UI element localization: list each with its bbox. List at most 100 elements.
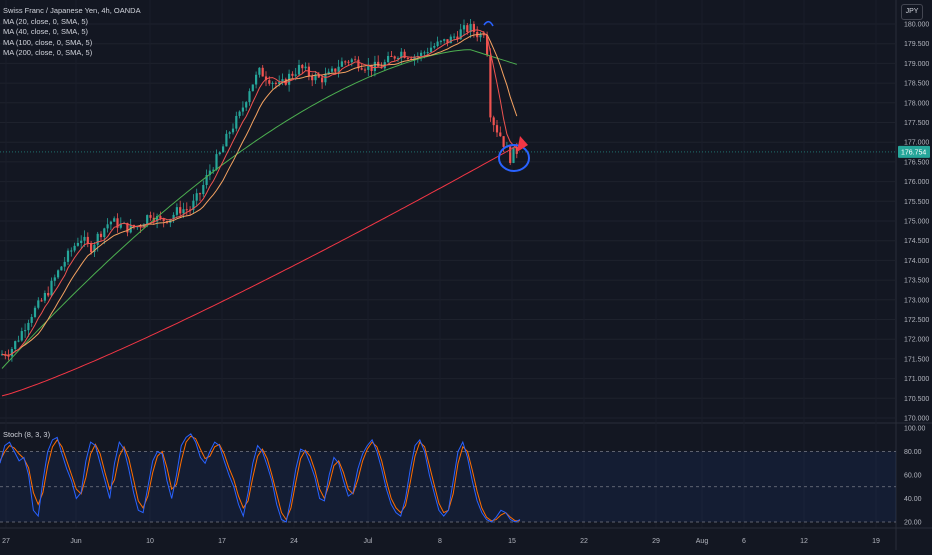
price-tick-label: 173.000 (904, 297, 929, 304)
price-axis[interactable]: 180.000 179.500 179.000 178.500 178.000 177.5… (904, 22, 929, 423)
candle-body (24, 330, 27, 332)
red-flag-annotation (517, 136, 528, 152)
time-axis[interactable]: 27 Jun 10 17 24 Jul 8 15 22 29 Aug 6 12 19 (2, 538, 880, 545)
candle-body (238, 111, 241, 116)
candle-body (321, 77, 324, 83)
candle-body (228, 132, 231, 134)
candle-body (509, 146, 512, 163)
candle-body (57, 270, 60, 278)
stoch-tick-label: 100.00 (904, 426, 926, 433)
candle-body (360, 68, 363, 70)
ma200-line (1, 145, 518, 397)
stoch-axis[interactable]: 100.00 80.00 60.00 40.00 20.00 (904, 426, 926, 527)
annotations[interactable] (483, 20, 530, 172)
candle-body (50, 280, 53, 296)
candle-body (47, 293, 50, 296)
candle-body (281, 79, 284, 83)
candle-body (7, 355, 10, 357)
candlestick-series[interactable] (0, 19, 518, 362)
price-tick-label: 180.000 (904, 22, 929, 29)
candle-body (27, 322, 30, 331)
candle-body (367, 64, 370, 70)
stoch-tick-label: 60.00 (904, 473, 922, 480)
candle-body (205, 175, 208, 186)
candle-body (396, 58, 400, 60)
stoch-label[interactable]: Stoch (8, 3, 3) (3, 430, 51, 439)
candle-body (354, 59, 357, 61)
stoch-tick-label: 80.00 (904, 449, 922, 456)
candle-body (43, 293, 46, 301)
candle-body (113, 218, 116, 222)
candle-body (251, 84, 254, 92)
candle-body (248, 91, 251, 103)
candle-body (159, 216, 162, 219)
candle-body (413, 56, 416, 60)
candle-body (370, 64, 373, 72)
candle-body (446, 39, 449, 44)
candle-body (241, 107, 244, 112)
stoch-tick-label: 40.00 (904, 496, 922, 503)
candle-body (195, 193, 198, 201)
candle-body (271, 82, 274, 84)
candle-body (93, 244, 96, 253)
time-tick-label: 22 (580, 538, 588, 545)
candle-body (357, 59, 360, 69)
candle-body (202, 185, 205, 195)
stochastic-lines (0, 433, 521, 523)
candle-body (453, 36, 456, 38)
candle-body (439, 40, 442, 42)
candle-body (156, 216, 159, 222)
candle-body (472, 23, 475, 32)
low-circle-annotation (498, 143, 530, 172)
candle-body (324, 74, 327, 83)
candle-body (499, 132, 502, 137)
candle-body (489, 55, 492, 118)
candle-body (363, 69, 367, 71)
candle-body (136, 226, 139, 228)
candle-body (258, 67, 261, 75)
price-tick-label: 174.000 (904, 258, 929, 265)
candle-body (255, 74, 258, 85)
candle-body (469, 23, 472, 32)
candle-body (142, 224, 145, 228)
candle-body (344, 61, 347, 63)
candle-body (317, 74, 320, 78)
candle-body (86, 236, 89, 244)
candle-body (192, 200, 195, 210)
time-tick-label: 19 (872, 538, 880, 545)
price-tick-label: 178.500 (904, 81, 929, 88)
candle-body (314, 74, 317, 81)
candle-body (340, 61, 343, 67)
price-tick-label: 175.000 (904, 219, 929, 226)
price-tick-label: 179.000 (904, 61, 929, 68)
candle-body (30, 316, 33, 323)
stoch-tick-label: 20.00 (904, 520, 922, 527)
candle-body (73, 245, 76, 251)
candle-body (433, 45, 436, 48)
candle-body (466, 25, 469, 32)
time-tick-label: 29 (652, 538, 660, 545)
candle-body (301, 64, 304, 69)
candle-body (294, 74, 297, 76)
candle-body (109, 221, 112, 225)
price-tick-label: 178.000 (904, 100, 929, 107)
candle-body (426, 52, 429, 54)
candle-body (479, 34, 482, 38)
price-tick-label: 174.500 (904, 238, 929, 245)
price-tick-label: 177.000 (904, 140, 929, 147)
last-price-label: 176.754 (901, 149, 926, 156)
ma20-line (1, 29, 518, 356)
candle-body (390, 56, 393, 58)
price-tick-label: 175.500 (904, 199, 929, 206)
candle-body (106, 224, 109, 229)
candle-body (350, 59, 353, 63)
candle-body (429, 47, 433, 53)
candle-body (304, 66, 307, 69)
ma40-line (1, 33, 518, 356)
currency-button[interactable]: JPY (901, 4, 923, 20)
candle-body (311, 76, 314, 81)
candle-body (212, 169, 215, 171)
